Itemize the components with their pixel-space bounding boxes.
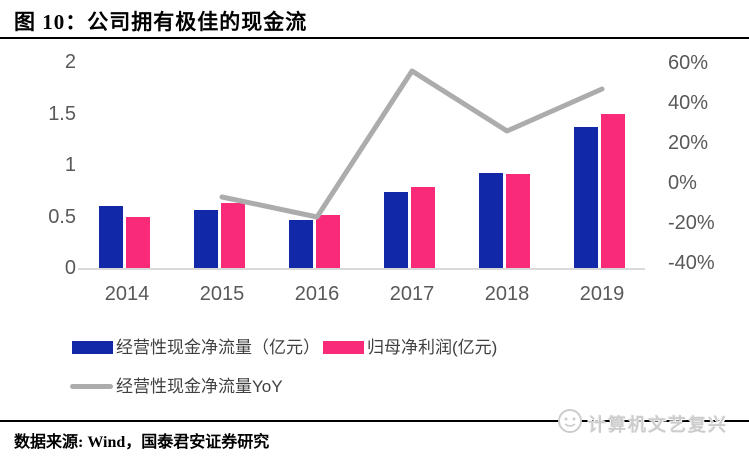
figure-title: 图 10：公司拥有极佳的现金流 [14,10,308,34]
watermark-text: 计算机文艺复兴 [588,415,728,435]
legend-swatch-yoy-line [70,384,113,389]
bar-operating-cash [289,220,313,269]
legend-row-2: 经营性现金净流量YoY [0,377,749,396]
bar-net-profit [316,215,340,269]
right-axis-tick: 20% [668,132,709,154]
bar-operating-cash [384,192,408,269]
cartoon-face-logo-icon [558,409,582,433]
bar-net-profit [126,217,150,269]
x-axis-line [78,268,645,270]
right-axis-tick: -20% [668,212,715,234]
legend-label-operating-cash: 经营性现金净流量（亿元） [116,338,320,357]
right-axis-tick: 60% [668,52,709,74]
legend-label-net-profit: 归母净利润(亿元) [367,338,498,357]
cash-flow-chart: 2 1.5 1 0.5 0 60% 40% 20% 0% -20% -40% 2014 2015 20… [0,45,749,320]
title-divider-line [0,37,749,39]
x-axis-label: 2016 [294,283,340,305]
yoy-line-chart [219,68,605,220]
legend-swatch-net-profit [323,341,364,354]
bar-operating-cash [479,173,503,269]
bar-net-profit [411,187,435,269]
left-axis-tick: 2 [64,51,76,73]
left-axis-tick: 0 [64,257,76,279]
left-axis-tick: 1 [64,154,76,176]
x-axis-label: 2019 [579,283,625,305]
bar-net-profit [221,203,245,269]
footer-divider-line [0,420,749,422]
legend-row-1: 经营性现金净流量（亿元） 归母净利润(亿元) [0,338,749,357]
bar-operating-cash [99,206,123,269]
bar-net-profit [601,114,625,269]
right-axis-tick: 40% [668,92,709,114]
x-axis-label: 2015 [199,283,245,305]
x-axis-label: 2017 [389,283,435,305]
right-axis-tick: 0% [668,172,697,194]
right-axis-tick: -40% [668,252,715,274]
x-axis-label: 2018 [484,283,530,305]
left-axis-tick: 0.5 [48,205,76,228]
left-axis-tick: 1.5 [48,102,76,125]
legend-swatch-operating-cash [72,341,113,354]
x-axis-label: 2014 [104,283,150,305]
bar-net-profit [506,174,530,269]
data-source-note: 数据来源: Wind，国泰君安证券研究 [14,434,270,451]
legend-label-yoy: 经营性现金净流量YoY [116,377,283,396]
watermark: 计算机文艺复兴 [552,403,749,439]
bar-operating-cash [194,210,218,269]
bar-operating-cash [574,127,598,269]
